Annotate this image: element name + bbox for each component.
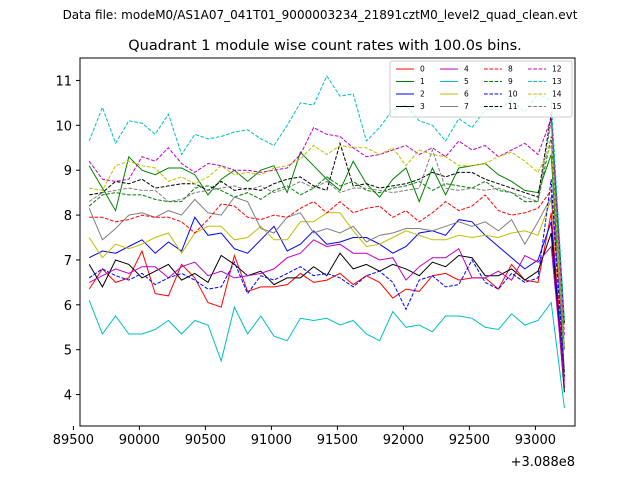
legend-label: 14 <box>552 90 562 99</box>
series-line-14 <box>89 143 565 348</box>
series-line-5 <box>88 300 565 409</box>
plot-frame <box>79 57 576 427</box>
x-offset-label: +3.088e8 <box>511 455 575 470</box>
legend-label: 8 <box>508 65 513 74</box>
suptitle: Data file: modeM0/AS1A07_041T01_90000032… <box>63 8 578 22</box>
legend-label: 15 <box>552 102 562 111</box>
x-tick-label: 91500 <box>317 433 358 448</box>
series-line-6 <box>88 199 565 326</box>
y-tick-label: 11 <box>55 74 72 89</box>
legend-label: 2 <box>420 90 425 99</box>
x-tick-label: 93000 <box>515 433 556 448</box>
legend-label: 9 <box>508 77 513 86</box>
legend-label: 1 <box>420 77 425 86</box>
y-axis: 4 5 6 7 8 9 10 11 <box>55 74 80 404</box>
series-line-7 <box>88 195 565 346</box>
y-tick-label: 8 <box>64 209 72 224</box>
series-line-9 <box>88 136 565 350</box>
y-tick-label: 10 <box>55 119 72 134</box>
x-tick-label: 89500 <box>53 433 94 448</box>
series-line-11 <box>89 114 565 323</box>
series-line-2 <box>88 216 565 388</box>
legend-label: 0 <box>420 65 425 74</box>
legend-label: 12 <box>552 65 562 74</box>
chart-title: Quadrant 1 module wise count rates with … <box>128 38 522 54</box>
x-tick-label: 90500 <box>185 433 226 448</box>
series-line-4 <box>88 239 565 386</box>
x-tick-label: 90000 <box>119 433 160 448</box>
x-tick-label: 92000 <box>383 433 424 448</box>
legend-label: 4 <box>464 65 469 74</box>
series-line-12 <box>88 118 565 337</box>
y-tick-label: 9 <box>64 164 72 179</box>
y-tick-label: 5 <box>64 344 72 359</box>
legend-label: 11 <box>508 102 518 111</box>
y-tick-label: 6 <box>64 299 72 314</box>
legend-box <box>389 60 573 118</box>
y-tick-label: 4 <box>64 389 72 404</box>
legend-label: 7 <box>464 102 469 111</box>
series-line-8 <box>89 189 565 377</box>
legend-label: 13 <box>552 77 562 86</box>
series-line-0 <box>88 212 565 382</box>
series-line-10 <box>88 179 565 377</box>
series-line-15 <box>88 120 565 350</box>
legend-label: 3 <box>420 102 425 111</box>
y-tick-label: 7 <box>64 254 72 269</box>
legend-label: 6 <box>464 90 469 99</box>
series-line-3 <box>88 232 565 393</box>
legend-label: 10 <box>508 90 518 99</box>
x-tick-label: 92500 <box>449 433 490 448</box>
series-lines <box>88 74 565 409</box>
legend-label: 5 <box>464 77 469 86</box>
series-line-1 <box>88 151 565 373</box>
x-axis: 89500 90000 90500 91000 91500 92000 92500 93000 <box>53 426 556 448</box>
x-tick-label: 91000 <box>251 433 292 448</box>
